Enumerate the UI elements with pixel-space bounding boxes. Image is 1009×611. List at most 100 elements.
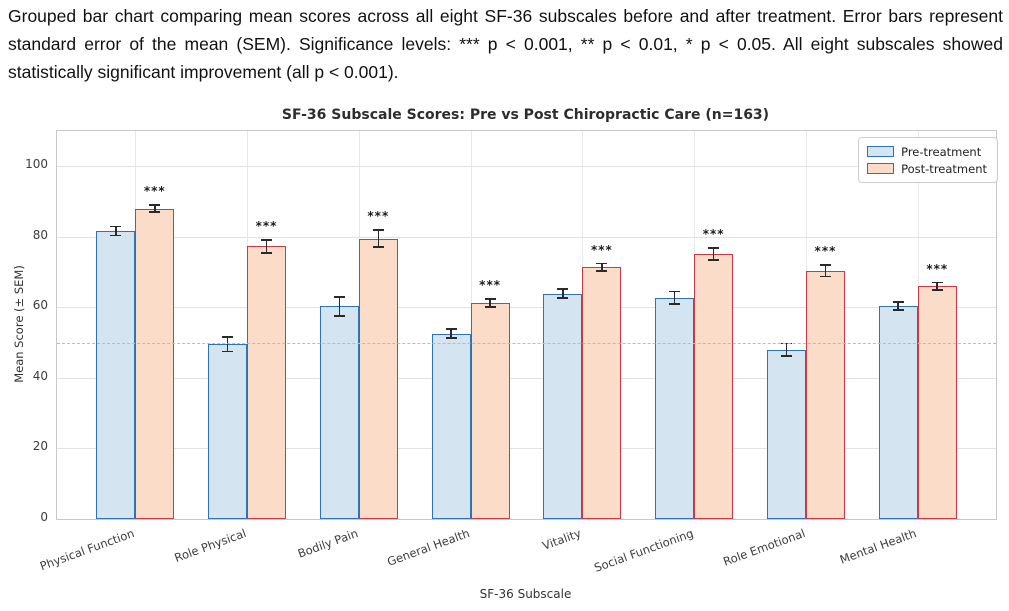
bar-post-treatment-general-health bbox=[471, 303, 510, 519]
bar-post-treatment-vitality bbox=[582, 267, 621, 519]
figure-caption: Grouped bar chart comparing mean scores … bbox=[8, 6, 1003, 82]
significance-stars-vitality: *** bbox=[590, 242, 613, 257]
x-tick-label-bodily-pain: Bodily Pain bbox=[295, 526, 360, 561]
error-bar-cap-top bbox=[669, 290, 681, 293]
error-bar-cap-top bbox=[892, 301, 904, 303]
significance-stars-general-health: *** bbox=[479, 278, 502, 293]
y-gridline bbox=[57, 377, 996, 379]
error-bar-cap-top bbox=[149, 204, 161, 206]
legend-label-post: Post-treatment bbox=[901, 161, 987, 176]
error-bar-cap-bottom bbox=[708, 259, 720, 261]
bar-pre-treatment-role-physical bbox=[208, 344, 247, 519]
bar-pre-treatment-bodily-pain bbox=[320, 306, 359, 519]
y-tick-label: 60 bbox=[32, 298, 48, 313]
legend-label-pre: Pre-treatment bbox=[901, 144, 982, 159]
post-treatment-swatch-icon bbox=[867, 163, 895, 174]
bar-post-treatment-role-physical bbox=[247, 246, 286, 519]
error-bar-cap-top bbox=[596, 262, 608, 265]
bar-pre-treatment-social-functioning bbox=[655, 297, 694, 519]
error-bar-cap-top bbox=[557, 288, 569, 290]
error-bar-line bbox=[226, 335, 229, 353]
x-tick-label-vitality: Vitality bbox=[540, 526, 584, 553]
error-bar-cap-bottom bbox=[222, 350, 234, 353]
y-tick-label: 20 bbox=[32, 439, 48, 454]
error-bar-cap-top bbox=[333, 296, 345, 298]
error-bar-line bbox=[673, 290, 676, 305]
significance-stars-mental-health: *** bbox=[926, 261, 949, 276]
bar-post-treatment-mental-health bbox=[918, 286, 957, 519]
error-bar-line bbox=[114, 225, 117, 237]
error-bar-line bbox=[377, 229, 380, 248]
significance-stars-role-emotional: *** bbox=[814, 243, 837, 258]
legend: Pre-treatment Post-treatment bbox=[858, 137, 998, 183]
error-bar-line bbox=[265, 238, 268, 254]
error-bar-line bbox=[450, 328, 452, 339]
error-bar-cap-bottom bbox=[149, 211, 161, 213]
error-bar-cap-bottom bbox=[557, 297, 569, 299]
y-gridline bbox=[57, 448, 996, 450]
y-tick-label: 80 bbox=[32, 227, 48, 242]
error-bar-cap-bottom bbox=[333, 314, 345, 317]
error-bar-cap-top bbox=[222, 335, 234, 338]
bar-post-treatment-physical-function bbox=[135, 208, 174, 519]
significance-stars-physical-function: *** bbox=[143, 184, 166, 199]
error-bar-cap-bottom bbox=[931, 289, 943, 291]
error-bar-cap-top bbox=[445, 328, 457, 330]
bar-pre-treatment-vitality bbox=[543, 293, 582, 519]
error-bar-line bbox=[824, 263, 827, 278]
error-bar-cap-bottom bbox=[819, 275, 831, 278]
error-bar-line bbox=[601, 262, 603, 272]
bar-pre-treatment-general-health bbox=[432, 333, 471, 519]
y-gridline bbox=[57, 307, 996, 309]
error-bar-line bbox=[936, 281, 939, 291]
error-bar-line bbox=[897, 301, 900, 311]
x-tick-label-role-physical: Role Physical bbox=[172, 526, 248, 565]
y-axis-label: Mean Score (± SEM) bbox=[12, 265, 26, 383]
bar-post-treatment-bodily-pain bbox=[359, 238, 398, 519]
error-bar-line bbox=[712, 247, 715, 261]
error-bar-cap-top bbox=[819, 263, 831, 266]
error-bar-line bbox=[153, 204, 156, 213]
bar-pre-treatment-mental-health bbox=[879, 306, 918, 519]
error-bar-cap-top bbox=[484, 298, 496, 300]
y-tick-label: 0 bbox=[40, 510, 48, 524]
bar-pre-treatment-role-emotional bbox=[767, 349, 806, 519]
error-bar-cap-bottom bbox=[596, 270, 608, 272]
legend-entry-pre: Pre-treatment bbox=[867, 143, 987, 160]
error-bar-line bbox=[338, 296, 341, 317]
plot-area: *** *** *** *** *** *** *** *** bbox=[56, 130, 997, 520]
x-tick-label-social-functioning: Social Functioning bbox=[592, 526, 695, 575]
error-bar-cap-top bbox=[110, 225, 122, 228]
significance-stars-bodily-pain: *** bbox=[367, 209, 390, 224]
error-bar-line bbox=[489, 298, 491, 309]
error-bar-cap-top bbox=[931, 281, 943, 284]
y-gridline bbox=[57, 236, 996, 238]
error-bar-cap-bottom bbox=[780, 355, 792, 357]
chart-title: SF-36 Subscale Scores: Pre vs Post Chiro… bbox=[281, 107, 770, 123]
error-bar-line bbox=[562, 288, 564, 299]
x-tick-label-general-health: General Health bbox=[385, 526, 472, 569]
x-axis-label: SF-36 Subscale bbox=[479, 587, 572, 601]
error-bar-cap-bottom bbox=[445, 337, 457, 339]
error-bar-line bbox=[785, 342, 788, 357]
error-bar-cap-top bbox=[708, 247, 720, 249]
error-bar-cap-bottom bbox=[261, 252, 273, 254]
significance-stars-role-physical: *** bbox=[255, 218, 278, 233]
error-bar-cap-bottom bbox=[669, 303, 681, 305]
error-bar-cap-bottom bbox=[892, 308, 904, 311]
pre-treatment-swatch-icon bbox=[867, 146, 895, 157]
x-tick-label-role-emotional: Role Emotional bbox=[720, 526, 807, 569]
error-bar-cap-top bbox=[372, 229, 384, 231]
y-tick-label: 100 bbox=[25, 157, 48, 172]
significance-stars-social-functioning: *** bbox=[702, 227, 725, 242]
x-tick-label-physical-function: Physical Function bbox=[37, 526, 137, 574]
error-bar-cap-bottom bbox=[372, 246, 384, 248]
bar-post-treatment-social-functioning bbox=[694, 254, 733, 519]
error-bar-cap-bottom bbox=[484, 306, 496, 309]
bar-post-treatment-role-emotional bbox=[806, 270, 845, 519]
y-gridline bbox=[57, 166, 996, 168]
x-tick-label-mental-health: Mental Health bbox=[838, 526, 919, 567]
legend-entry-post: Post-treatment bbox=[867, 160, 987, 177]
reference-line-50 bbox=[57, 342, 996, 344]
